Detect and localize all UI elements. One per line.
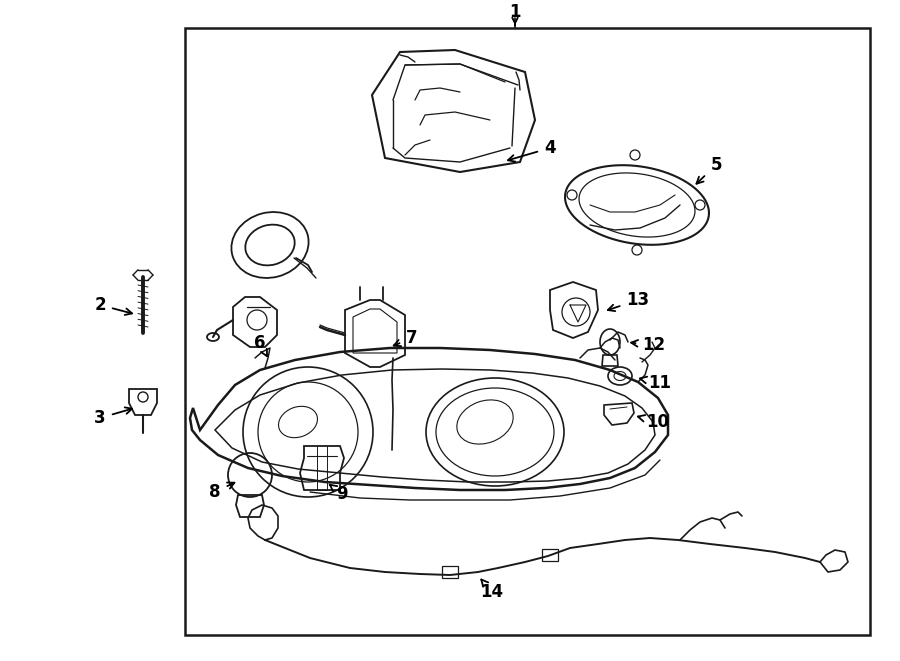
Bar [185, 28, 870, 635]
Text: 13: 13 [608, 291, 650, 311]
Text: 7: 7 [393, 329, 418, 347]
Text: 2: 2 [94, 296, 132, 315]
Text: 6: 6 [254, 334, 267, 356]
Text: 1: 1 [509, 3, 521, 21]
Text: 14: 14 [481, 580, 504, 601]
Text: 9: 9 [329, 485, 347, 503]
Text: 4: 4 [508, 139, 556, 161]
Bar [442, 566, 458, 578]
Text: 8: 8 [209, 483, 234, 501]
Bar [542, 549, 558, 561]
Text: 12: 12 [631, 336, 666, 354]
Text: 5: 5 [697, 156, 722, 184]
Text: 10: 10 [638, 413, 670, 431]
Text: 11: 11 [640, 374, 671, 392]
Text: 3: 3 [94, 407, 132, 427]
